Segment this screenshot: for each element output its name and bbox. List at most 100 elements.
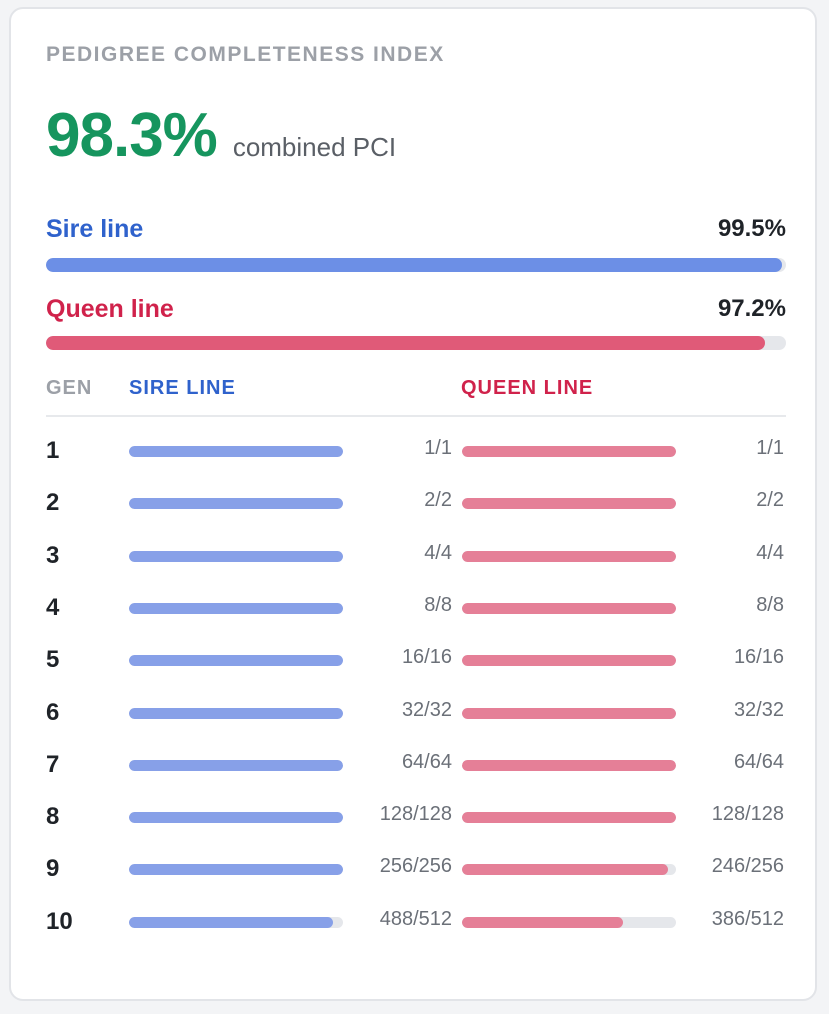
sire-line-label: Sire line [46,215,144,243]
queen-line-label: Queen line [46,295,174,323]
header-gen: GEN [46,377,93,399]
sire-line-ratio-label: 256/256 [379,855,452,877]
sire-line-bar [129,551,343,562]
sire-line-bar-track [129,917,343,928]
sire-line-bar [129,864,343,875]
sire-line-bar-track [129,446,343,457]
pci-value: 98.3% [46,101,218,170]
sire-line-summary: Sire line 99.5% [46,215,786,249]
generation-number: 3 [46,542,60,569]
queen-line-percent: 97.2% [717,295,786,322]
generation-row: 6 32/32 32/32 [46,699,786,729]
queen-line-bar [462,708,676,719]
queen-line-bar-track [46,336,786,350]
sire-line-bar-track [129,655,343,666]
sire-line-bar [129,812,343,823]
queen-line-bar [462,812,676,823]
sire-line-bar [129,498,343,509]
queen-line-bar-fill [46,336,766,350]
queen-line-ratio-label: 2/2 [756,489,784,511]
generation-row: 10 488/512 386/512 [46,908,786,938]
header-queen-line: QUEEN LINE [461,377,594,399]
sire-line-bar [129,917,333,928]
sire-line-bar-track [129,708,343,719]
sire-line-ratio-label: 16/16 [401,646,452,668]
sire-line-ratio-label: 64/64 [401,751,452,773]
queen-line-bar [462,917,624,928]
sire-line-bar [129,446,343,457]
sire-line-ratio-label: 8/8 [424,594,452,616]
sire-line-bar-track [129,812,343,823]
queen-line-ratio-label: 32/32 [733,699,784,721]
sire-line-bar-fill [46,258,783,272]
sire-line-bar-track [129,760,343,771]
generation-number: 7 [46,751,60,778]
generation-number: 1 [46,437,60,464]
queen-line-bar-track [462,498,676,509]
sire-line-bar [129,655,343,666]
generation-number: 4 [46,594,60,621]
generation-number: 2 [46,489,60,516]
sire-line-ratio-label: 1/1 [424,437,452,459]
header-sire-line: SIRE LINE [129,377,236,399]
sire-line-ratio-label: 32/32 [401,699,452,721]
generation-row: 7 64/64 64/64 [46,751,786,781]
pci-card: PEDIGREE COMPLETENESS INDEX 98.3% combin… [9,7,817,1001]
queen-line-ratio-label: 4/4 [756,542,784,564]
combined-pci: 98.3% combined PCI [46,105,396,167]
pci-label: combined PCI [232,132,397,162]
generation-row: 4 8/8 8/8 [46,594,786,624]
sire-line-bar-track [46,258,786,272]
queen-line-bar [462,603,676,614]
generation-row: 8 128/128 128/128 [46,803,786,833]
sire-line-bar [129,708,343,719]
queen-line-bar-track [462,864,676,875]
generation-number: 9 [46,855,60,882]
queen-line-ratio-label: 16/16 [733,646,784,668]
generation-number: 8 [46,803,60,830]
queen-line-bar [462,655,676,666]
generation-row: 2 2/2 2/2 [46,489,786,519]
generation-row: 5 16/16 16/16 [46,646,786,676]
queen-line-bar [462,760,676,771]
queen-line-bar-track [462,446,676,457]
sire-line-ratio-label: 2/2 [424,489,452,511]
queen-line-ratio-label: 386/512 [711,908,784,930]
queen-line-bar-track [462,655,676,666]
queen-line-ratio-label: 128/128 [711,803,784,825]
queen-line-bar [462,446,676,457]
queen-line-bar-track [462,812,676,823]
generation-row: 9 256/256 246/256 [46,855,786,885]
generation-table-header: GEN SIRE LINE QUEEN LINE [46,377,786,405]
queen-line-bar-track [462,760,676,771]
queen-line-ratio-label: 246/256 [711,855,784,877]
queen-line-bar-track [462,708,676,719]
queen-line-bar-track [462,917,676,928]
header-divider [46,415,786,417]
sire-line-ratio-label: 128/128 [379,803,452,825]
sire-line-bar-track [129,603,343,614]
queen-line-bar-track [462,551,676,562]
sire-line-ratio-label: 4/4 [424,542,452,564]
sire-line-bar-track [129,498,343,509]
sire-line-bar [129,603,343,614]
queen-line-bar [462,498,676,509]
queen-line-summary: Queen line 97.2% [46,295,786,329]
queen-line-bar [462,864,668,875]
card-title: PEDIGREE COMPLETENESS INDEX [46,43,445,66]
queen-line-ratio-label: 8/8 [756,594,784,616]
queen-line-bar [462,551,676,562]
generation-number: 5 [46,646,60,673]
queen-line-ratio-label: 1/1 [756,437,784,459]
sire-line-bar-track [129,551,343,562]
sire-line-percent: 99.5% [717,215,786,242]
generation-number: 6 [46,699,60,726]
sire-line-bar-track [129,864,343,875]
sire-line-bar [129,760,343,771]
queen-line-ratio-label: 64/64 [733,751,784,773]
sire-line-ratio-label: 488/512 [379,908,452,930]
generation-row: 3 4/4 4/4 [46,542,786,572]
generation-number: 10 [46,908,73,935]
generation-row: 1 1/1 1/1 [46,437,786,467]
queen-line-bar-track [462,603,676,614]
